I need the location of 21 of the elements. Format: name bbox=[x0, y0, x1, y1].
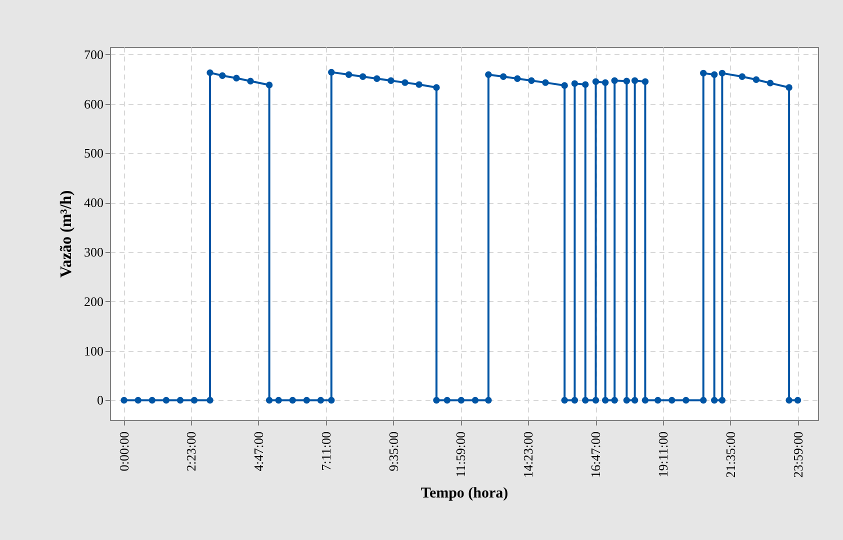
y-tick-label: 500 bbox=[84, 146, 104, 161]
y-tick-label: 300 bbox=[84, 244, 104, 260]
y-tick-label: 700 bbox=[84, 46, 104, 62]
x-tick-label: 7:11:00 bbox=[318, 432, 334, 471]
x-tick-label: 23:59:00 bbox=[790, 432, 806, 478]
x-tick-label: 11:59:00 bbox=[453, 432, 468, 478]
x-tick-label: 4:47:00 bbox=[250, 432, 266, 472]
x-tick-label: 0:00:00 bbox=[116, 432, 132, 472]
x-tick-label: 2:23:00 bbox=[184, 432, 199, 472]
x-axis-title: Tempo (hora) bbox=[420, 486, 508, 502]
x-tick-label: 19:11:00 bbox=[656, 432, 671, 478]
x-tick-label: 21:35:00 bbox=[722, 432, 738, 478]
y-tick-label: 400 bbox=[84, 195, 104, 210]
x-tick-label: 9:35:00 bbox=[386, 432, 401, 472]
y-tick-label: 0 bbox=[97, 392, 104, 408]
x-tick-label: 16:47:00 bbox=[588, 432, 604, 478]
y-tick-label: 100 bbox=[84, 343, 104, 358]
y-tick-label: 600 bbox=[84, 96, 104, 112]
y-tick-label: 200 bbox=[84, 294, 104, 309]
y-axis-title: Vazão (m³/h) bbox=[58, 190, 75, 278]
x-tick-label: 14:23:00 bbox=[520, 432, 536, 478]
